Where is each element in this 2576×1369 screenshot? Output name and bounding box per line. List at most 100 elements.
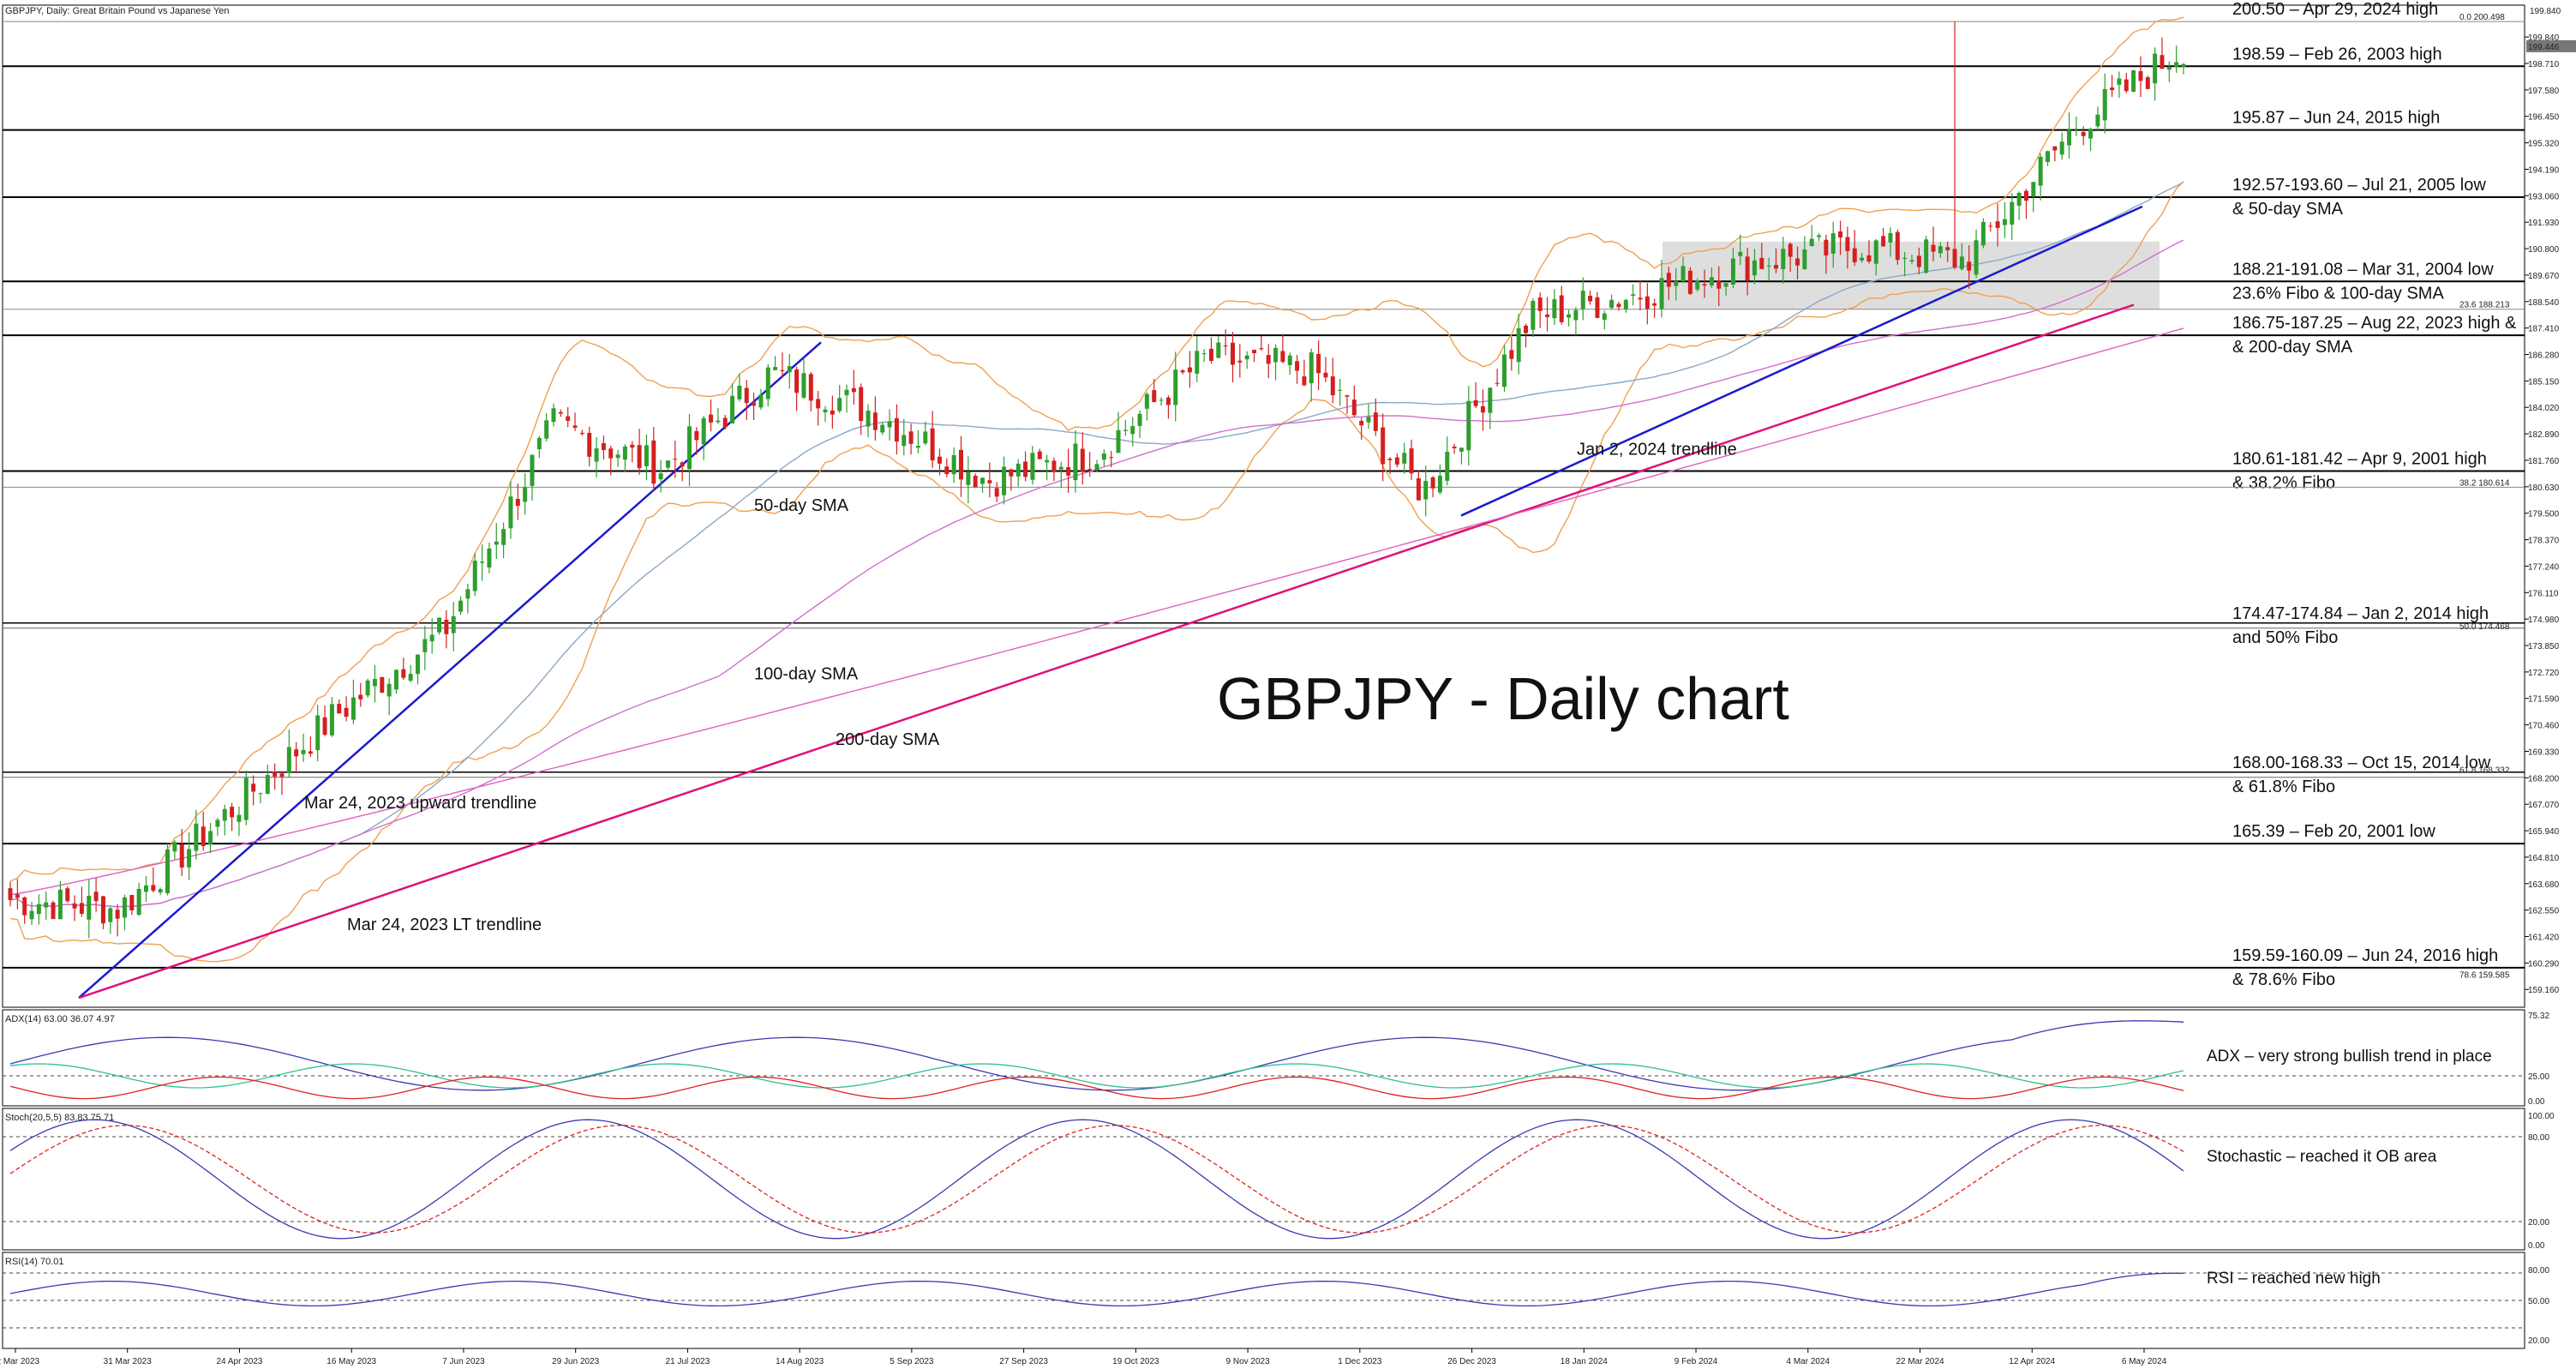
candle-body [1674, 280, 1679, 286]
candle-body [930, 428, 935, 461]
candle-body [994, 488, 999, 497]
candle-body [1287, 355, 1292, 366]
candle-body [915, 446, 920, 448]
candle-body [2102, 88, 2107, 121]
sma50-line [9, 181, 2184, 908]
candle-body [87, 895, 92, 920]
candle-body [830, 410, 835, 415]
stoch-tick-0: 100.00 [2528, 1112, 2555, 1121]
candle-body [1237, 360, 1243, 363]
candle-body [273, 772, 278, 777]
candle-body [687, 426, 692, 470]
candle-body [794, 369, 800, 393]
candle-body [230, 807, 235, 818]
candle-body [1302, 376, 1307, 386]
level-label2-9: and 50% Fibo [2232, 628, 2338, 647]
candle-body [816, 399, 821, 409]
main-title: GBPJPY - Daily chart [1217, 665, 1789, 732]
candle-body [15, 894, 20, 898]
candle-body [866, 411, 871, 427]
candle-body [1573, 309, 1579, 321]
adx-tick-2: 0.00 [2528, 1097, 2545, 1107]
candle-body [902, 435, 907, 447]
candle-body [558, 411, 563, 414]
candle-body [258, 793, 263, 795]
candle-body [744, 387, 749, 404]
main-frame [2, 4, 2525, 1008]
y-tick-label-22: 174.980 [2528, 615, 2560, 625]
candle-body [665, 460, 670, 468]
candle-body [329, 704, 334, 736]
candle-body [944, 466, 950, 475]
adx-header: ADX(14) 63.00 36.07 4.97 [5, 1014, 115, 1024]
candle-body [644, 445, 649, 466]
rsi-tick-1: 50.00 [2528, 1297, 2549, 1306]
candle-body [880, 424, 885, 433]
candle-body [437, 617, 442, 633]
x-tick-label-5: 29 Jun 2023 [552, 1357, 599, 1366]
label-trend-jan: Jan 2, 2024 trendline [1577, 440, 1737, 459]
x-tick-label-3: 16 May 2023 [326, 1357, 376, 1366]
candle-body [1266, 355, 1271, 364]
candle-body [301, 749, 306, 754]
candle-body [1273, 347, 1279, 363]
candle-body [1723, 283, 1728, 287]
candle-body [408, 674, 413, 681]
candle-body [8, 888, 13, 900]
rsi-tick-2: 20.00 [2528, 1336, 2549, 1346]
stoch-note: Stochastic – reached it OB area [2207, 1148, 2437, 1166]
candle-body [179, 844, 184, 868]
candle-body [701, 417, 706, 445]
candle-body [2095, 114, 2100, 127]
candle-body [1473, 399, 1478, 406]
candle-body [1652, 303, 1657, 306]
candle-body [1545, 314, 1550, 317]
candle-body [2067, 129, 2072, 146]
candle-body [1323, 372, 1328, 378]
candle-body [622, 446, 627, 460]
candle-body [1788, 243, 1793, 257]
x-tick-label-14: 18 Jan 2024 [1561, 1357, 1608, 1366]
y-tick-label-17: 180.630 [2528, 483, 2560, 493]
candle-body [980, 477, 985, 484]
candle-body [737, 385, 742, 399]
x-tick-label-12: 1 Dec 2023 [1338, 1357, 1382, 1366]
candle-body [2124, 79, 2129, 92]
candle-body [1588, 295, 1593, 302]
candle-body [1252, 350, 1257, 353]
candle-body [380, 676, 385, 694]
candle-body [1445, 452, 1450, 481]
candle-body [57, 889, 63, 920]
candle-body [658, 473, 663, 480]
y-tick-label-0: 199.840 [2528, 33, 2560, 43]
level-label2-3: & 50-day SMA [2232, 200, 2344, 219]
candle-body [1159, 399, 1164, 401]
candle-body [451, 615, 456, 633]
candle-body [487, 548, 492, 567]
x-tick-label-0: 12 Mar 2023 [0, 1357, 40, 1366]
candle-body [2160, 55, 2165, 69]
trendline-jan2024 [1460, 205, 2143, 517]
candle-body [572, 425, 578, 429]
y-tick-label-12: 186.280 [2528, 351, 2560, 361]
candle-body [1009, 469, 1014, 477]
adx-line [9, 1020, 2184, 1091]
candle-body [1195, 351, 1200, 374]
candle-body [1809, 238, 1814, 246]
indicator-frame-0 [2, 1009, 2525, 1107]
fibo-label-4: 61.8 168.332 [2459, 766, 2510, 776]
candle-body [773, 367, 778, 370]
candle-body [1058, 466, 1063, 470]
candle-body [716, 420, 721, 423]
y-tick-label-20: 177.240 [2528, 562, 2560, 572]
candle-body [1416, 477, 1421, 501]
level-label-7: 180.61-181.42 – Apr 9, 2001 high [2232, 450, 2487, 469]
trendline-upward [78, 341, 822, 1000]
candle-body [1595, 297, 1600, 318]
candle-body [594, 448, 599, 462]
candle-body [887, 421, 892, 428]
rsi-note: RSI – reached new high [2207, 1270, 2381, 1288]
candle-body [2010, 201, 2015, 225]
